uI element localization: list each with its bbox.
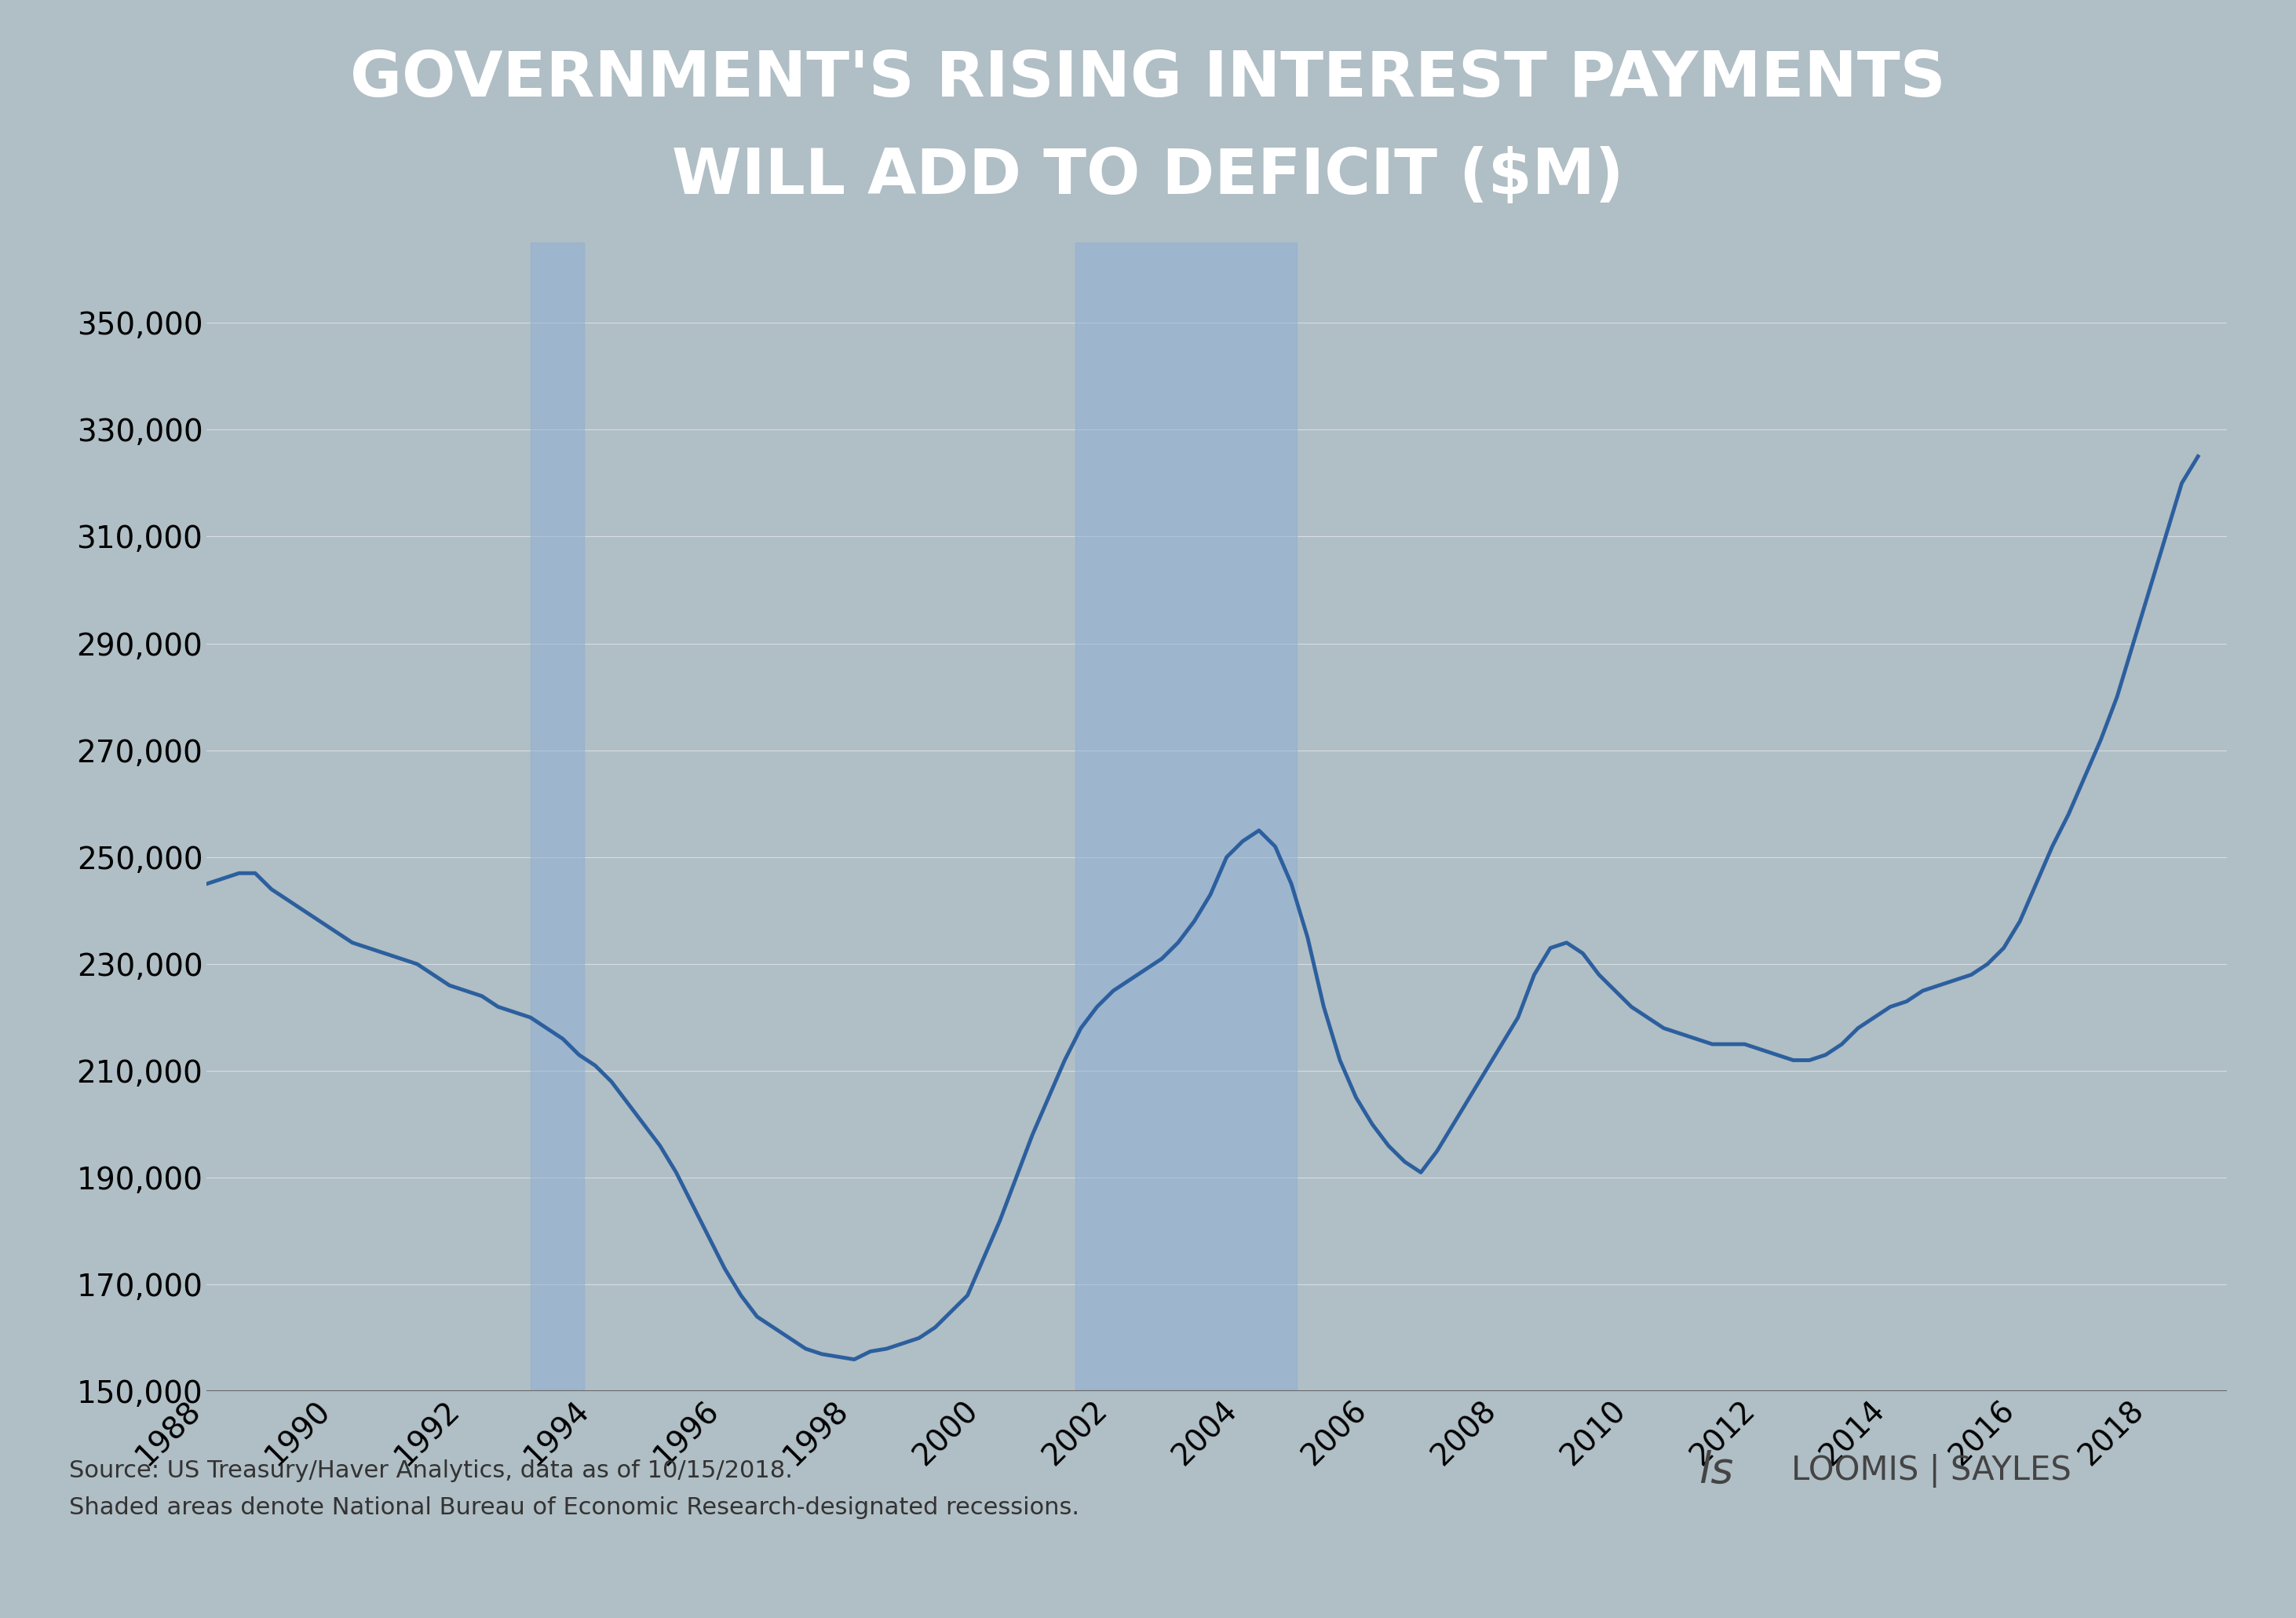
Text: Source: US Treasury/Haver Analytics, data as of 10/15/2018.
Shaded areas denote : Source: US Treasury/Haver Analytics, dat… — [69, 1459, 1079, 1519]
Text: GOVERNMENT'S RISING INTEREST PAYMENTS: GOVERNMENT'S RISING INTEREST PAYMENTS — [351, 49, 1945, 110]
Text: ls: ls — [1699, 1450, 1733, 1492]
Bar — [1077, 243, 1297, 1391]
Bar — [530, 243, 583, 1391]
Text: WILL ADD TO DEFICIT ($M): WILL ADD TO DEFICIT ($M) — [673, 146, 1623, 207]
Text: LOOMIS | SAYLES: LOOMIS | SAYLES — [1791, 1455, 2071, 1487]
